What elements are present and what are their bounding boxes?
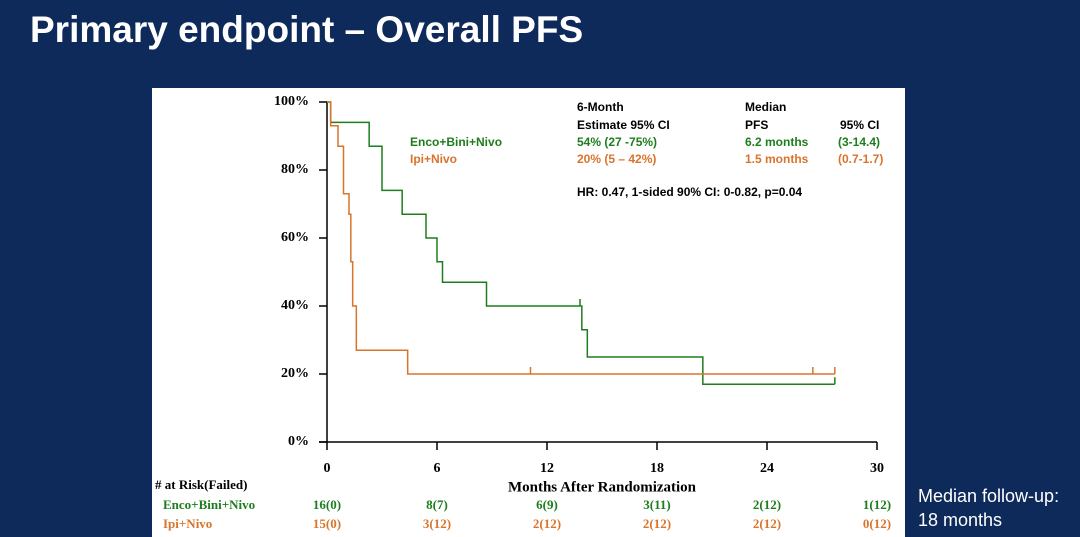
- x-tick-label: 30: [870, 461, 884, 476]
- estimate: 54% (27 -75%): [577, 135, 657, 149]
- stats-header: Estimate 95% CI: [577, 118, 670, 132]
- slide-title: Primary endpoint – Overall PFS: [30, 9, 583, 50]
- y-tick-label: 20%: [281, 366, 309, 381]
- risk-row-label: Ipi+Nivo: [163, 516, 212, 531]
- survival-curve: [327, 101, 835, 385]
- median-ci: (3-14.4): [838, 135, 880, 149]
- at-risk: 2(12): [753, 497, 781, 512]
- at-risk: 3(12): [423, 516, 451, 531]
- y-tick-label: 80%: [281, 162, 309, 177]
- x-tick-label: 18: [650, 461, 664, 476]
- stats-header: PFS: [745, 118, 768, 132]
- survival-curve: [327, 101, 835, 375]
- at-risk: 2(12): [753, 516, 781, 531]
- legend-label: Ipi+Nivo: [410, 152, 457, 166]
- x-tick-label: 12: [540, 461, 554, 476]
- stats-header: 6-Month: [577, 100, 624, 114]
- risk-title: # at Risk(Failed): [155, 477, 247, 492]
- x-tick-label: 0: [324, 461, 331, 476]
- follow-up: Median follow-up:: [918, 486, 1059, 506]
- at-risk: 8(7): [426, 497, 448, 512]
- at-risk: 1(12): [863, 497, 891, 512]
- x-tick-label: 24: [760, 461, 774, 476]
- hazard-ratio: HR: 0.47, 1-sided 90% CI: 0-0.82, p=0.04: [577, 185, 802, 199]
- median: 1.5 months: [745, 152, 809, 166]
- at-risk: 2(12): [533, 516, 561, 531]
- y-tick-label: 40%: [281, 298, 309, 313]
- chart-panel: [152, 88, 905, 537]
- follow-up: 18 months: [918, 510, 1002, 530]
- y-tick-label: 60%: [281, 230, 309, 245]
- at-risk: 6(9): [536, 497, 558, 512]
- at-risk: 3(11): [643, 497, 670, 512]
- risk-row-label: Enco+Bini+Nivo: [163, 497, 255, 512]
- y-tick-label: 0%: [288, 434, 309, 449]
- estimate: 20% (5 – 42%): [577, 152, 656, 166]
- median: 6.2 months: [745, 135, 809, 149]
- at-risk: 16(0): [313, 497, 341, 512]
- stats-header: 95% CI: [840, 118, 879, 132]
- median-ci: (0.7-1.7): [838, 152, 883, 166]
- legend-label: Enco+Bini+Nivo: [410, 135, 502, 149]
- y-tick-label: 100%: [274, 94, 309, 109]
- at-risk: 2(12): [643, 516, 671, 531]
- x-axis-title: Months After Randomization: [508, 479, 697, 495]
- x-tick-label: 6: [434, 461, 441, 476]
- stats-header: Median: [745, 100, 786, 114]
- at-risk: 15(0): [313, 516, 341, 531]
- at-risk: 0(12): [863, 516, 891, 531]
